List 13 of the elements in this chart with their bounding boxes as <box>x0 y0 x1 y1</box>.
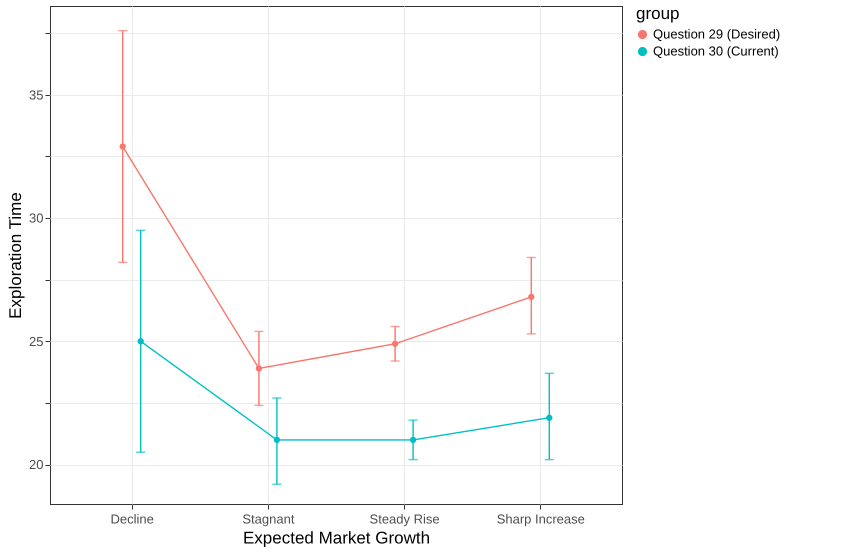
legend-label: Question 29 (Desired) <box>653 26 780 42</box>
y-tick-label: 20 <box>29 457 44 472</box>
x-tick-label: Decline <box>110 512 154 526</box>
x-axis-title: Expected Market Growth <box>242 528 430 548</box>
x-tick-label: Sharp Increase <box>496 512 585 526</box>
x-tick-label: Stagnant <box>242 512 295 526</box>
y-tick-label: 25 <box>29 334 44 349</box>
y-tick-label: 35 <box>29 87 44 102</box>
x-tick-label: Steady Rise <box>370 512 440 526</box>
legend-label: Question 30 (Current) <box>653 44 779 58</box>
legend-title: group <box>636 4 680 23</box>
y-axis-title: Exploration Time <box>6 192 26 319</box>
y-tick-label: 30 <box>29 210 44 226</box>
